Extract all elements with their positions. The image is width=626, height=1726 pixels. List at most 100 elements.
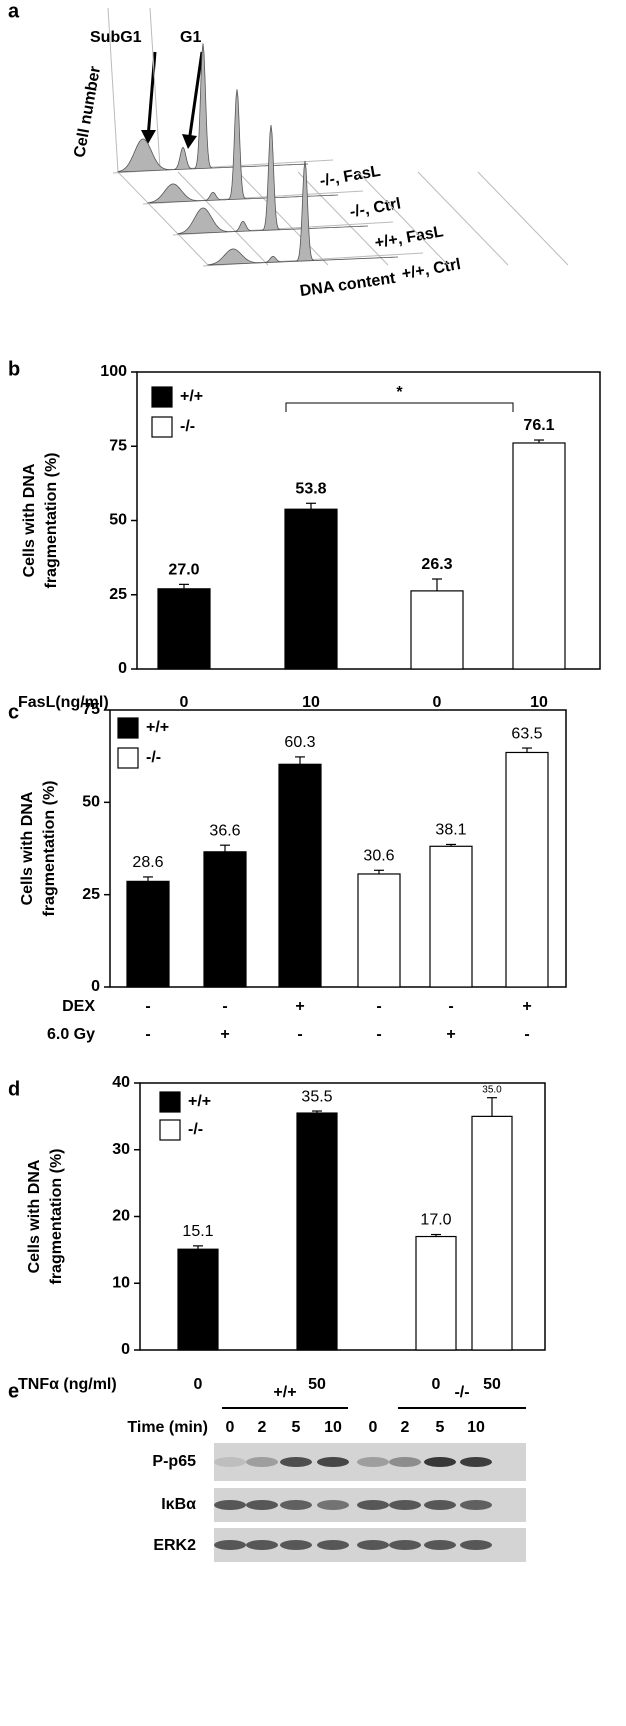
x-tick-label: 10 — [302, 694, 320, 711]
trace-label: +/+, FasL — [373, 223, 444, 252]
value-label: 38.1 — [435, 822, 466, 839]
bar — [358, 874, 400, 987]
blot-band — [424, 1540, 456, 1550]
bar — [279, 764, 321, 987]
y-tick-label: 25 — [109, 586, 127, 603]
legend-label: +/+ — [188, 1093, 211, 1110]
significance-label: * — [396, 384, 403, 401]
y-axis-label: Cells with DNA — [19, 791, 36, 905]
legend-swatch — [160, 1092, 180, 1112]
value-label: 15.1 — [182, 1223, 213, 1240]
blot-band — [214, 1500, 246, 1510]
value-label: 17.0 — [420, 1212, 451, 1229]
x-tick-label: - — [524, 1026, 529, 1043]
value-label: 36.6 — [209, 822, 240, 839]
legend-label: +/+ — [180, 388, 203, 405]
blot-band — [214, 1540, 246, 1550]
time-label: 0 — [369, 1419, 378, 1436]
group-label: -/- — [454, 1384, 469, 1401]
bar — [297, 1113, 337, 1350]
x-tick-label: 0 — [180, 694, 189, 711]
blot-band — [389, 1457, 421, 1467]
blot-band — [246, 1540, 278, 1550]
y-tick-label: 50 — [82, 794, 100, 811]
x-tick-label: 50 — [483, 1376, 501, 1393]
bar-chart: cCells with DNAfragmentation (%)0255075+… — [8, 701, 566, 1043]
x-tick-label: 0 — [433, 694, 442, 711]
blot-band — [460, 1540, 492, 1550]
y-axis-label: Cells with DNA — [21, 463, 38, 577]
x-tick-label: - — [222, 998, 227, 1015]
legend-label: -/- — [188, 1121, 203, 1138]
y-tick-label: 40 — [112, 1074, 130, 1091]
blot-band — [317, 1540, 349, 1550]
x-tick-label: 50 — [308, 1376, 326, 1393]
bar — [158, 589, 210, 669]
trace-label: -/-, FasL — [318, 163, 382, 190]
annotation: G1 — [180, 29, 201, 46]
blot-band — [280, 1500, 312, 1510]
blot-band — [246, 1500, 278, 1510]
x-tick-label: + — [446, 1026, 455, 1043]
blot-band — [317, 1457, 349, 1467]
floor-line — [418, 172, 508, 265]
significance-bracket — [286, 403, 513, 412]
y-tick-label: 75 — [82, 701, 100, 718]
value-label: 30.6 — [363, 848, 394, 865]
x-tick-label: - — [448, 998, 453, 1015]
trace-label: -/-, Ctrl — [348, 195, 402, 221]
blot-band — [424, 1500, 456, 1510]
bar — [416, 1237, 456, 1350]
legend-swatch — [160, 1120, 180, 1140]
value-label: 53.8 — [295, 480, 326, 497]
x-row-label: 6.0 Gy — [47, 1026, 95, 1043]
bar — [127, 881, 169, 987]
value-label: 35.5 — [301, 1088, 332, 1105]
y-tick-label: 20 — [112, 1208, 130, 1225]
time-label: Time (min) — [127, 1419, 208, 1436]
legend-label: -/- — [180, 418, 195, 435]
legend-swatch — [118, 718, 138, 738]
blot-band — [460, 1457, 492, 1467]
blot-band — [357, 1500, 389, 1510]
blot-band — [424, 1457, 456, 1467]
blot-band — [357, 1457, 389, 1467]
bar — [472, 1116, 512, 1350]
x-tick-label: + — [522, 998, 531, 1015]
time-label: 5 — [292, 1419, 301, 1436]
panel-letter: c — [8, 701, 19, 723]
value-label: 60.3 — [284, 734, 315, 751]
histogram-trace — [148, 89, 338, 203]
x-tick-label: + — [295, 998, 304, 1015]
x-tick-label: - — [145, 998, 150, 1015]
bar — [204, 852, 246, 987]
value-label: 27.0 — [168, 562, 199, 579]
bar — [285, 509, 337, 669]
y-tick-label: 0 — [91, 978, 100, 995]
histogram-trace — [118, 43, 308, 172]
bar — [430, 846, 472, 987]
y-axis-label: fragmentation (%) — [48, 1149, 65, 1285]
value-label: 28.6 — [132, 854, 163, 871]
page: {"panel_a": {"letter": "a", "annotations… — [0, 0, 626, 1726]
x-tick-label: 0 — [432, 1376, 441, 1393]
legend-swatch — [152, 417, 172, 437]
y-tick-label: 75 — [109, 437, 127, 454]
blot-band — [317, 1500, 349, 1510]
panel-letter: b — [8, 358, 20, 380]
bar — [411, 591, 463, 669]
value-label: 26.3 — [421, 556, 452, 573]
floor-line — [178, 172, 268, 265]
row-label: P-p65 — [152, 1453, 196, 1470]
x-tick-label: 0 — [194, 1376, 203, 1393]
time-label: 10 — [467, 1419, 485, 1436]
blot-band — [389, 1540, 421, 1550]
arrowhead — [182, 134, 197, 149]
bar-chart: bCells with DNAfragmentation (%)02550751… — [8, 358, 600, 711]
plot-frame — [110, 710, 566, 987]
time-label: 2 — [258, 1419, 267, 1436]
y-tick-label: 50 — [109, 512, 127, 529]
blot-band — [214, 1457, 246, 1467]
y-tick-label: 0 — [118, 660, 127, 677]
